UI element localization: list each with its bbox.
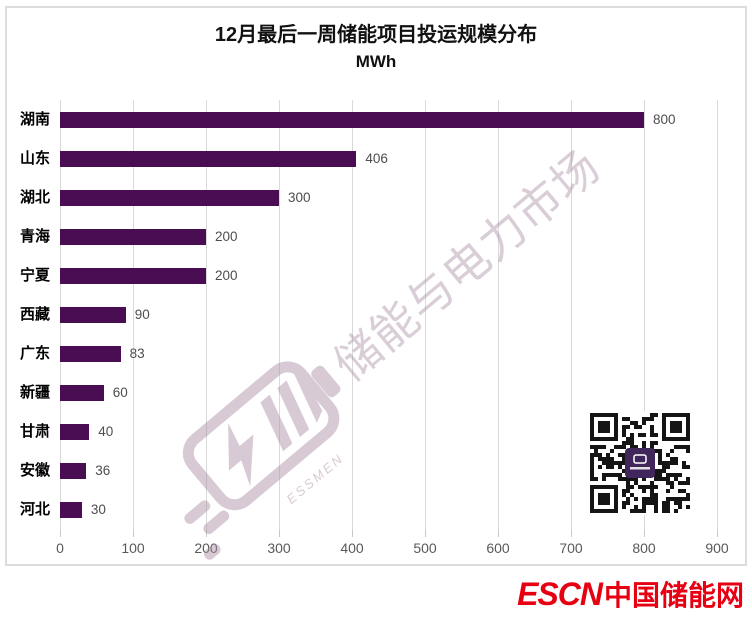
bar xyxy=(60,502,82,519)
x-axis-tick-label: 700 xyxy=(559,540,583,556)
bar xyxy=(60,111,644,128)
value-label: 83 xyxy=(129,346,145,362)
value-label: 200 xyxy=(215,267,238,283)
bar-row: 30 xyxy=(60,502,106,519)
value-label: 800 xyxy=(653,111,676,127)
chart-subtitle: MWh xyxy=(355,52,397,71)
escn-logo-zh: 中国储能网 xyxy=(603,580,744,611)
category-label: 宁夏 xyxy=(19,266,50,284)
bar-row: 300 xyxy=(60,189,311,206)
bar xyxy=(60,424,90,441)
x-axis-tick-label: 800 xyxy=(632,540,656,556)
x-axis-tick-label: 0 xyxy=(56,540,64,556)
category-label: 甘肃 xyxy=(19,423,50,441)
value-label: 300 xyxy=(288,189,311,205)
category-label: 西藏 xyxy=(19,306,50,323)
bar-row: 200 xyxy=(60,267,238,284)
x-axis-tick-label: 100 xyxy=(121,540,145,556)
axis-tick xyxy=(206,530,207,537)
gridline xyxy=(279,100,280,530)
value-label: 60 xyxy=(112,385,128,401)
x-axis-tick-label: 200 xyxy=(194,540,218,556)
value-label: 406 xyxy=(365,150,388,166)
gridline xyxy=(352,100,353,530)
bar-row: 800 xyxy=(60,111,676,128)
bar xyxy=(60,150,357,167)
category-label: 湖北 xyxy=(19,188,50,206)
bar-row: 36 xyxy=(60,463,111,480)
bar-row: 406 xyxy=(60,150,388,167)
gridline xyxy=(717,100,718,530)
x-axis-tick-label: 900 xyxy=(705,540,729,556)
category-label: 青海 xyxy=(19,227,50,245)
value-label: 30 xyxy=(90,502,106,518)
axis-tick xyxy=(60,530,61,537)
category-label: 广东 xyxy=(19,345,50,363)
escn-logo: ESCN 中国储能网 xyxy=(517,574,744,614)
axis-tick xyxy=(571,530,572,537)
bar xyxy=(60,346,121,363)
category-label: 山东 xyxy=(19,149,50,167)
bar-row: 83 xyxy=(60,346,145,363)
chart-border xyxy=(5,6,747,566)
x-axis-tick-label: 400 xyxy=(340,540,364,556)
escn-logo-en: ESCN xyxy=(517,576,603,612)
chart-title: 12月最后一周储能项目投运规模分布 xyxy=(214,24,538,46)
axis-tick xyxy=(644,530,645,537)
axis-tick xyxy=(352,530,353,537)
gridline xyxy=(498,100,499,530)
category-label: 新疆 xyxy=(19,384,50,402)
value-label: 40 xyxy=(98,424,114,440)
category-label: 湖南 xyxy=(19,110,50,128)
gridline xyxy=(425,100,426,530)
axis-tick xyxy=(279,530,280,537)
category-label: 安徽 xyxy=(19,462,50,480)
value-label: 90 xyxy=(134,307,150,322)
bar xyxy=(60,228,206,245)
bar-row: 200 xyxy=(60,228,238,245)
value-label: 200 xyxy=(215,228,238,244)
axis-tick xyxy=(133,530,134,537)
bar xyxy=(60,267,206,284)
axis-tick xyxy=(717,530,718,537)
qr-code xyxy=(588,411,692,515)
gridline xyxy=(571,100,572,530)
x-axis-tick-label: 600 xyxy=(486,540,510,556)
bar-row: 40 xyxy=(60,424,114,441)
bar xyxy=(60,385,104,402)
bar-row: 90 xyxy=(60,307,150,323)
category-label: 河北 xyxy=(19,501,50,519)
gridline xyxy=(644,100,645,530)
x-axis-tick-label: 500 xyxy=(413,540,437,556)
axis-tick xyxy=(498,530,499,537)
bar xyxy=(60,307,126,323)
axis-tick xyxy=(425,530,426,537)
gridline xyxy=(133,100,134,530)
bar-row: 60 xyxy=(60,385,128,402)
bar xyxy=(60,463,87,480)
value-label: 36 xyxy=(95,463,111,479)
bar xyxy=(60,189,279,206)
gridline xyxy=(206,100,207,530)
x-axis-tick-label: 300 xyxy=(267,540,291,556)
